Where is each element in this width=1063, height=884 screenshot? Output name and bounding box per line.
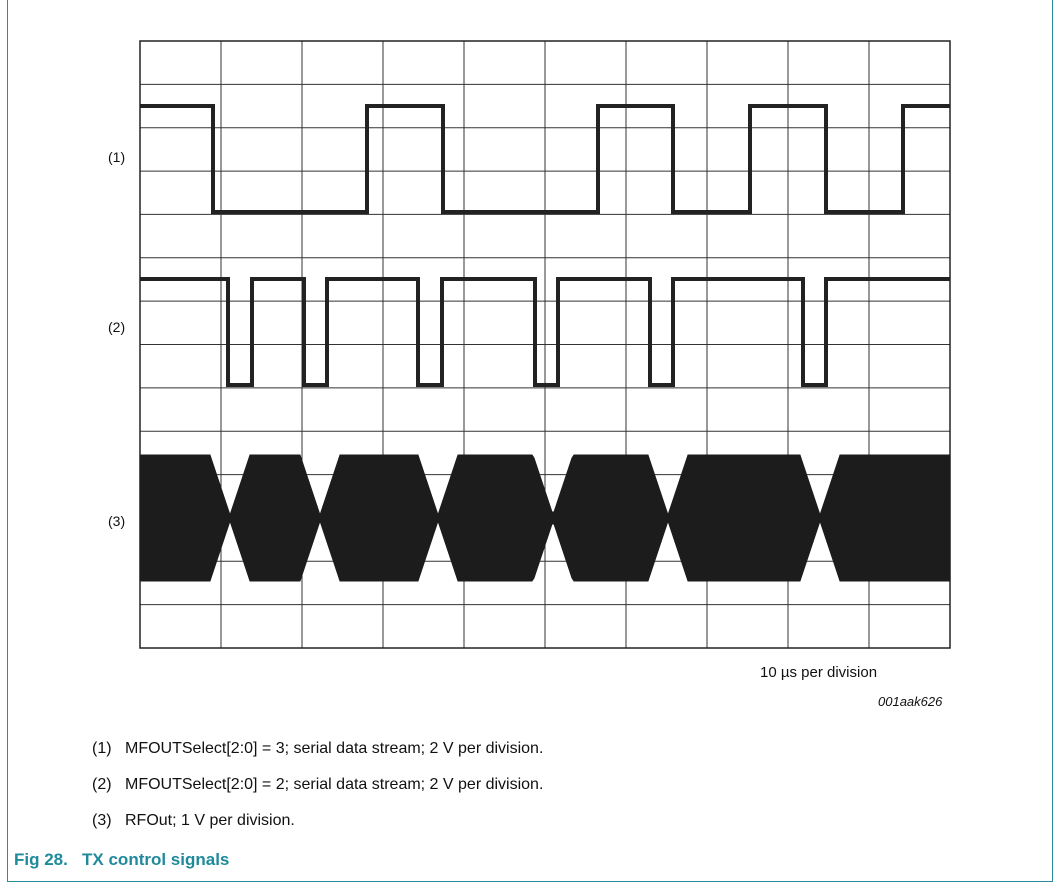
trace-1 (140, 104, 950, 214)
trace-label: (1) (108, 149, 126, 165)
trace-2 (140, 277, 950, 387)
note: (3) RFOut; 1 V per division. (92, 812, 295, 830)
note: (2) MFOUTSelect[2:0] = 2; serial data str… (92, 776, 543, 794)
frame (7, 0, 1053, 882)
note-text: RFOut; 1 V per division. (125, 812, 295, 829)
caption-number: Fig 28. (14, 850, 68, 869)
trace-label: (3) (108, 513, 126, 529)
plot-border (139, 40, 951, 649)
note-marker: (3) (92, 812, 112, 829)
note-text: MFOUTSelect[2:0] = 2; serial data stream… (125, 776, 544, 793)
caption: Fig 28. TX control signals (14, 850, 229, 870)
note-text: MFOUTSelect[2:0] = 3; serial data stream… (125, 740, 544, 757)
caption-title: TX control signals (82, 850, 230, 869)
figure-id: 001aak626 (878, 694, 943, 709)
oscilloscope-plot (139, 40, 951, 649)
note-marker: (1) (92, 740, 112, 757)
note-marker: (2) (92, 776, 112, 793)
scale-note: 10 µs per division (760, 664, 878, 681)
note: (1) MFOUTSelect[2:0] = 3; serial data str… (92, 740, 543, 758)
trace-label: (2) (108, 319, 126, 335)
